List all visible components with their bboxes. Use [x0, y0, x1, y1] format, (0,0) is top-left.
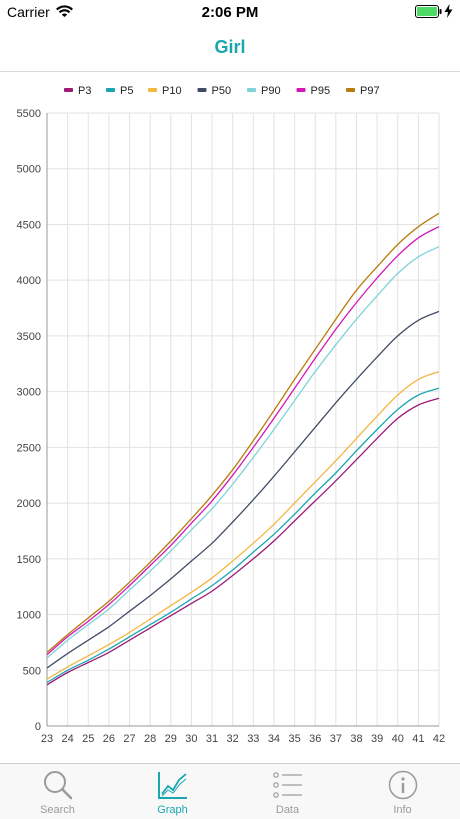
- series-line-p97: [46, 212, 440, 653]
- y-tick-label: 5500: [17, 108, 41, 120]
- tab-graph[interactable]: Graph: [115, 764, 230, 819]
- y-tick-label: 1500: [17, 554, 41, 566]
- x-tick-label: 30: [185, 733, 197, 745]
- legend-swatch: [148, 88, 157, 92]
- legend-swatch: [106, 88, 115, 92]
- x-tick-label: 39: [371, 733, 383, 745]
- status-bar: Carrier 2:06 PM: [0, 0, 460, 24]
- tab-bar: Search Graph Data Info: [0, 763, 460, 819]
- legend-label: P10: [162, 85, 182, 97]
- search-icon: [44, 771, 73, 800]
- legend-label: P50: [212, 85, 232, 97]
- x-tick-label: 40: [392, 733, 404, 745]
- tab-search-label: Search: [40, 804, 75, 816]
- x-tick-label: 38: [350, 733, 362, 745]
- series-line-p5: [46, 387, 440, 684]
- series-line-p95: [46, 226, 440, 656]
- legend-swatch: [346, 88, 355, 92]
- x-tick-label: 37: [330, 733, 342, 745]
- page-title: Girl: [214, 37, 246, 57]
- y-tick-label: 4500: [17, 219, 41, 231]
- x-tick-label: 36: [309, 733, 321, 745]
- y-tick-label: 5000: [17, 164, 41, 176]
- y-tick-label: 2500: [17, 442, 41, 454]
- tab-data-label: Data: [275, 804, 300, 816]
- tab-graph-label: Graph: [157, 804, 188, 816]
- x-tick-label: 29: [165, 733, 177, 745]
- x-tick-label: 42: [433, 733, 445, 745]
- y-tick-label: 4000: [17, 275, 41, 287]
- series-line-p10: [46, 370, 440, 680]
- legend-label: P3: [78, 85, 91, 97]
- legend-label: P90: [261, 85, 281, 97]
- growth-chart: 0 500 1000 1500 2000 2500 3000 3500 4000 4500 5000…: [17, 85, 446, 745]
- x-tick-label: 28: [144, 733, 156, 745]
- tab-info-label: Info: [393, 804, 412, 816]
- x-tick-label: 33: [247, 733, 259, 745]
- battery-icon: [415, 5, 442, 18]
- x-tick-label: 25: [82, 733, 94, 745]
- x-tick-label: 26: [103, 733, 115, 745]
- x-tick-label: 31: [206, 733, 218, 745]
- x-tick-label: 34: [268, 733, 280, 745]
- legend-swatch: [197, 88, 207, 92]
- series-line-p50: [46, 310, 440, 669]
- tab-info[interactable]: Info: [345, 764, 460, 819]
- x-tick-label: 32: [227, 733, 239, 745]
- x-tick-label: 23: [41, 733, 53, 745]
- series-line-p3: [46, 397, 440, 686]
- x-tick-label: 35: [288, 733, 300, 745]
- y-tick-label: 3500: [17, 331, 41, 343]
- legend-label: P5: [120, 85, 133, 97]
- chart-icon: [158, 772, 187, 799]
- y-tick-label: 500: [23, 665, 41, 677]
- tab-search[interactable]: Search: [0, 764, 115, 819]
- list-icon: [273, 772, 302, 798]
- charging-bolt-icon: [444, 4, 453, 18]
- y-tick-label: 3000: [17, 387, 41, 399]
- tab-data[interactable]: Data: [230, 764, 345, 819]
- legend-swatch: [296, 88, 306, 92]
- legend-swatch: [247, 88, 256, 92]
- y-tick-label: 0: [35, 721, 41, 733]
- x-tick-label: 24: [62, 733, 74, 745]
- series-line-p90: [46, 246, 440, 659]
- x-tick-label: 27: [123, 733, 135, 745]
- legend-label: P95: [311, 85, 331, 97]
- y-tick-label: 2000: [17, 498, 41, 510]
- wifi-icon: [56, 5, 73, 17]
- y-tick-label: 1000: [17, 610, 41, 622]
- legend-label: P97: [360, 85, 380, 97]
- x-tick-label: 41: [412, 733, 424, 745]
- navigation-bar: Girl: [0, 24, 460, 72]
- legend-swatch: [64, 88, 73, 92]
- clock: 2:06 PM: [201, 4, 259, 21]
- carrier-label: Carrier: [7, 4, 50, 20]
- info-icon: [388, 770, 418, 800]
